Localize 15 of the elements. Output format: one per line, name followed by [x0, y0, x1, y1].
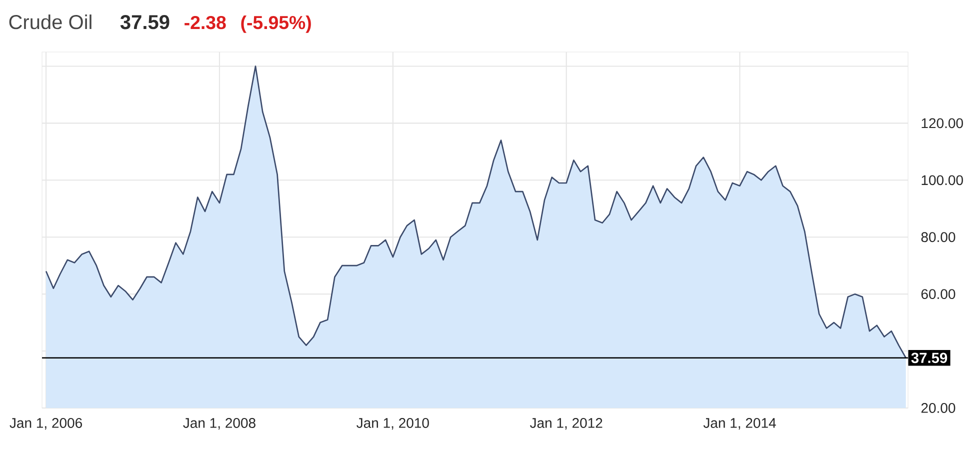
- y-tick-label: 20.00: [921, 403, 956, 413]
- x-tick-label: Jan 1, 2014: [703, 418, 776, 430]
- y-tick-label: 80.00: [921, 232, 956, 242]
- y-tick-label: 60.00: [921, 289, 956, 300]
- x-tick-label: Jan 1, 2010: [356, 418, 429, 430]
- ref-line-label: 37.59: [911, 352, 948, 364]
- y-tick-label: 120.00: [922, 118, 963, 128]
- text: -2.38: [184, 16, 226, 30]
- x-tick-label: Jan 1, 2012: [530, 418, 602, 430]
- text: (-5.95%): [241, 15, 311, 33]
- x-tick-label: Jan 1, 2008: [183, 418, 256, 430]
- y-tick-label: 100.00: [922, 175, 963, 186]
- x-tick-label: Jan 1, 2006: [10, 418, 82, 430]
- chart-title: Crude Oil: [9, 14, 92, 30]
- text: 37.59: [120, 15, 170, 30]
